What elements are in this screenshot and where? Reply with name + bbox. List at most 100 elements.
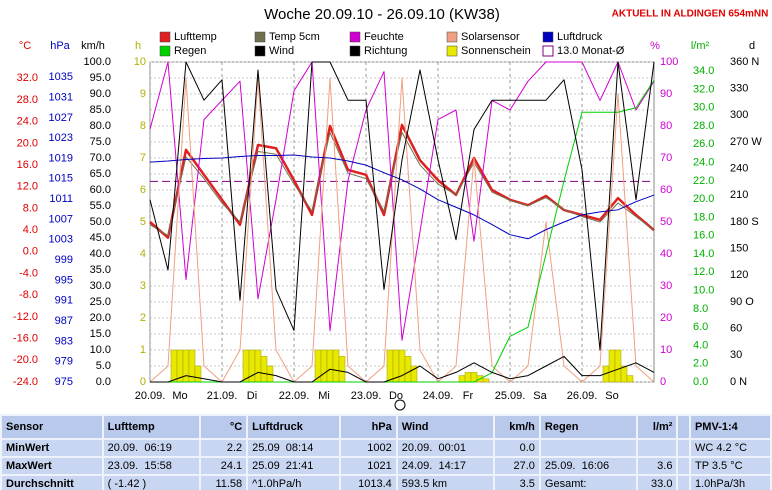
bar bbox=[320, 349, 328, 383]
x-weekday-label: Do bbox=[389, 390, 403, 402]
series-line bbox=[149, 154, 655, 240]
y-tick-label: 20 bbox=[660, 312, 672, 324]
y-tick-label: 999 bbox=[55, 254, 73, 266]
y-tick-label: 90.0 bbox=[90, 88, 111, 100]
cell: 20.09. 06:19 bbox=[103, 440, 199, 456]
header-cell: Luftdruck bbox=[248, 416, 340, 438]
header-cell: Wind bbox=[397, 416, 493, 438]
cell: 1013.4 bbox=[341, 476, 396, 490]
bar bbox=[464, 372, 472, 383]
row: MaxWert 23.09. 15:58 24.1 25.09 21:41 1021 24… bbox=[2, 458, 770, 474]
y-tick-label: 8 bbox=[140, 120, 146, 132]
y-tick-label: 85.0 bbox=[90, 104, 111, 116]
bar bbox=[608, 349, 616, 383]
y-tick-label: 40 bbox=[660, 248, 672, 260]
cell: 24.09. 14:17 bbox=[397, 458, 493, 474]
y-tick-label: 60.0 bbox=[90, 184, 111, 196]
legend-label: Regen bbox=[174, 45, 206, 57]
y-tick-label: 20.0 bbox=[90, 312, 111, 324]
axis-title: l/m² bbox=[691, 40, 710, 52]
legend-label: Feuchte bbox=[364, 31, 404, 43]
axis-title: d bbox=[749, 40, 755, 52]
cell: 25.09 08:14 bbox=[248, 440, 340, 456]
x-tick-label: 22.09. bbox=[279, 390, 310, 402]
legend-swatch bbox=[159, 45, 171, 57]
header-cell: Lufttemp bbox=[103, 416, 199, 438]
y-tick-label: 5 bbox=[140, 216, 146, 228]
header-cell: °C bbox=[200, 416, 247, 438]
header-cell: hPa bbox=[341, 416, 396, 438]
y-tick-label: 16.0 bbox=[17, 159, 38, 171]
y-tick-label: 180 S bbox=[730, 216, 759, 228]
cell: 2.2 bbox=[200, 440, 247, 456]
legend-name: Monat-Ø bbox=[581, 45, 624, 57]
y-tick-label: 24.0 bbox=[693, 156, 714, 168]
legend-label: 13.0 Monat-Ø bbox=[557, 45, 625, 57]
y-tick-label: 300 bbox=[730, 109, 748, 121]
y-tick-label: 2 bbox=[140, 312, 146, 324]
axis-title: °C bbox=[19, 40, 31, 52]
x-tick-label: 21.09. bbox=[207, 390, 238, 402]
y-tick-label: 1035 bbox=[49, 71, 73, 83]
y-tick-label: 12.0 bbox=[693, 266, 714, 278]
y-tick-label: 25.0 bbox=[90, 296, 111, 308]
y-tick-label: 1011 bbox=[49, 193, 73, 205]
row-label: MinWert bbox=[2, 440, 102, 456]
bar bbox=[182, 349, 190, 383]
y-tick-label: 50.0 bbox=[90, 216, 111, 228]
legend-label: Sonnenschein bbox=[461, 45, 531, 57]
bar bbox=[620, 365, 628, 383]
y-tick-label: -4.0 bbox=[19, 267, 38, 279]
y-tick-label: 8.0 bbox=[693, 303, 708, 315]
y-tick-label: 0.0 bbox=[96, 376, 111, 388]
cell: 0.0 bbox=[494, 440, 539, 456]
axis-title: km/h bbox=[81, 40, 105, 52]
y-tick-label: 35.0 bbox=[90, 264, 111, 276]
legend-swatch bbox=[159, 31, 171, 43]
y-tick-label: 8.0 bbox=[23, 202, 38, 214]
y-tick-label: 40.0 bbox=[90, 248, 111, 260]
row-label: MaxWert bbox=[2, 458, 102, 474]
header-cell: Sensor bbox=[2, 416, 102, 438]
x-weekday-label: Di bbox=[247, 390, 257, 402]
legend-swatch bbox=[542, 31, 554, 43]
x-weekday-label: Fr bbox=[463, 390, 474, 402]
y-tick-label: 1 bbox=[140, 344, 146, 356]
y-tick-label: 4.0 bbox=[23, 224, 38, 236]
y-tick-label: 0 N bbox=[730, 376, 747, 388]
y-tick-label: 0 bbox=[140, 376, 146, 388]
y-tick-label: 60 bbox=[660, 184, 672, 196]
y-tick-label: 991 bbox=[55, 295, 73, 307]
legend-swatch bbox=[254, 45, 266, 57]
cell: 593.5 km bbox=[397, 476, 493, 490]
y-tick-label: 270 W bbox=[730, 136, 762, 148]
legend-swatch bbox=[254, 31, 266, 43]
row: Durchschnitt( -1.42 ) 11.58 ^1.0hPa/h 1013.… bbox=[2, 476, 770, 490]
y-tick-label: 34.0 bbox=[693, 65, 714, 77]
series-line bbox=[150, 355, 655, 383]
y-tick-label: 90 O bbox=[730, 296, 754, 308]
legend-swatch bbox=[542, 45, 554, 57]
y-tick-label: 987 bbox=[55, 315, 73, 327]
bar bbox=[254, 349, 262, 383]
y-tick-label: 10.0 bbox=[90, 344, 111, 356]
y-tick-label: 26.0 bbox=[693, 138, 714, 150]
y-tick-label: 3 bbox=[140, 280, 146, 292]
y-tick-label: 1015 bbox=[49, 173, 73, 185]
bar bbox=[194, 365, 202, 383]
x-weekday-label: Sa bbox=[533, 390, 547, 402]
y-tick-label: 15.0 bbox=[90, 328, 111, 340]
legend-label: Wind bbox=[269, 45, 294, 57]
y-tick-label: 4.0 bbox=[693, 339, 708, 351]
bar bbox=[458, 375, 466, 383]
bar bbox=[626, 375, 634, 383]
cell: TP 3.5 °C bbox=[690, 458, 770, 474]
y-tick-label: 14.0 bbox=[693, 248, 714, 260]
y-tick-label: 70 bbox=[660, 152, 672, 164]
cell: 25.09 21:41 bbox=[248, 458, 340, 474]
row: MinWert 20.09. 06:19 2.2 25.09 08:14 1002 20.… bbox=[2, 440, 770, 456]
series-line bbox=[149, 61, 655, 351]
y-tick-label: -24.0 bbox=[13, 376, 38, 388]
cell: ^1.0hPa/h bbox=[248, 476, 340, 490]
